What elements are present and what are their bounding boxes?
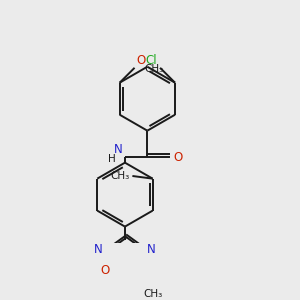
Text: CH₃: CH₃ xyxy=(144,64,164,74)
Text: H: H xyxy=(108,154,116,164)
Text: CH₃: CH₃ xyxy=(144,289,163,299)
Text: O: O xyxy=(137,54,146,67)
Text: N: N xyxy=(94,243,103,256)
Text: N: N xyxy=(147,243,156,256)
Text: O: O xyxy=(173,151,183,164)
Text: CH₃: CH₃ xyxy=(110,171,130,181)
Text: N: N xyxy=(114,143,123,156)
Text: O: O xyxy=(101,264,110,277)
Text: Cl: Cl xyxy=(146,54,158,67)
